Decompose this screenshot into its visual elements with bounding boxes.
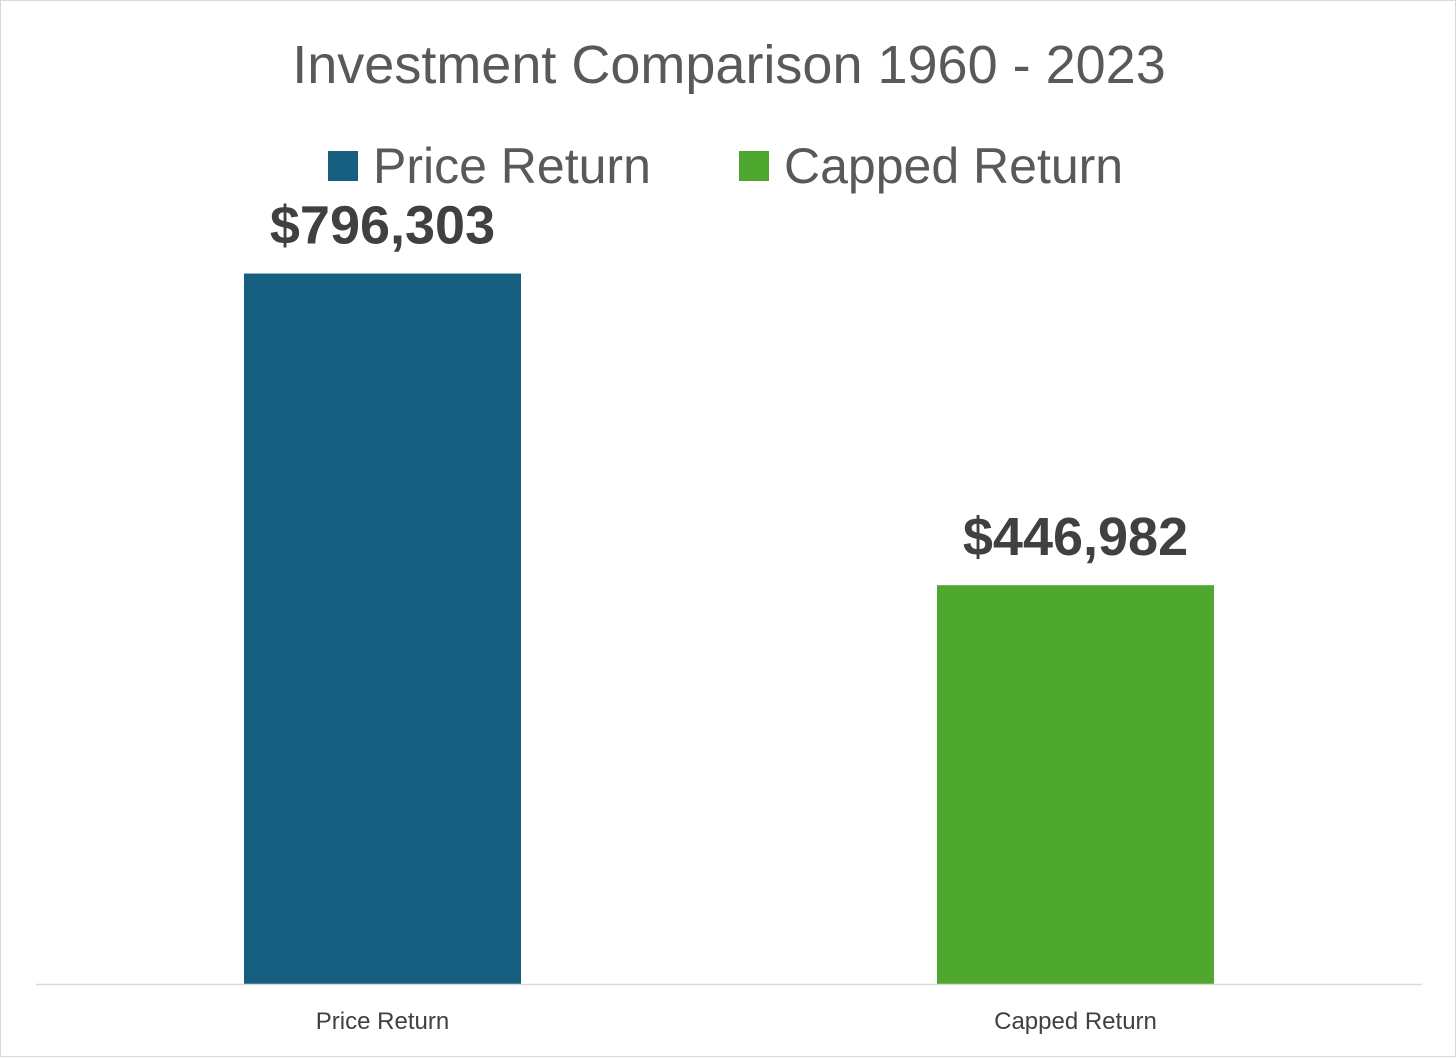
legend: Price Return Capped Return	[328, 138, 1123, 194]
legend-swatch-capped-return	[739, 151, 769, 181]
legend-label-price-return: Price Return	[373, 138, 651, 194]
legend-label-capped-return: Capped Return	[784, 138, 1123, 194]
category-axis-labels: Price Return Capped Return	[316, 1008, 1157, 1035]
chart-title: Investment Comparison 1960 - 2023	[292, 35, 1166, 95]
tick-label-price-return: Price Return	[316, 1008, 449, 1035]
tick-label-capped-return: Capped Return	[994, 1008, 1157, 1035]
value-label-capped-return: $446,982	[963, 507, 1188, 567]
value-labels-layer: $796,303 $446,982	[270, 196, 1188, 568]
bar-price-return	[244, 273, 521, 985]
value-label-price-return: $796,303	[270, 196, 495, 256]
bar-capped-return	[937, 585, 1214, 984]
legend-swatch-price-return	[328, 151, 358, 181]
bars-layer	[244, 273, 1214, 985]
